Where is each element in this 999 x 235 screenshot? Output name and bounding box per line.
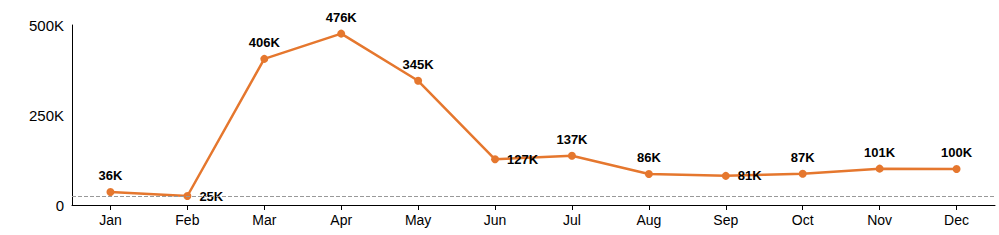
svg-text:Oct: Oct — [792, 212, 814, 228]
svg-text:Jan: Jan — [99, 212, 122, 228]
svg-text:Jul: Jul — [563, 212, 581, 228]
svg-text:Sep: Sep — [713, 212, 738, 228]
svg-text:36K: 36K — [99, 168, 123, 183]
svg-text:100K: 100K — [941, 145, 973, 160]
svg-text:Nov: Nov — [867, 212, 892, 228]
svg-text:250K: 250K — [29, 107, 64, 124]
svg-text:137K: 137K — [556, 132, 588, 147]
svg-text:Feb: Feb — [175, 212, 199, 228]
svg-text:0: 0 — [56, 197, 64, 214]
svg-text:406K: 406K — [249, 35, 281, 50]
svg-text:25K: 25K — [199, 188, 224, 204]
svg-text:500K: 500K — [29, 17, 64, 34]
svg-text:Apr: Apr — [330, 212, 352, 228]
svg-text:81K: 81K — [738, 168, 762, 183]
svg-text:86K: 86K — [637, 150, 661, 165]
svg-text:87K: 87K — [791, 150, 815, 165]
svg-text:May: May — [405, 212, 431, 228]
svg-text:127K: 127K — [507, 152, 539, 167]
svg-text:101K: 101K — [864, 145, 896, 160]
svg-text:Dec: Dec — [944, 212, 969, 228]
svg-text:Mar: Mar — [252, 212, 276, 228]
svg-text:Jun: Jun — [484, 212, 507, 228]
svg-text:476K: 476K — [326, 10, 358, 25]
svg-text:345K: 345K — [403, 57, 435, 72]
svg-text:Aug: Aug — [636, 212, 661, 228]
